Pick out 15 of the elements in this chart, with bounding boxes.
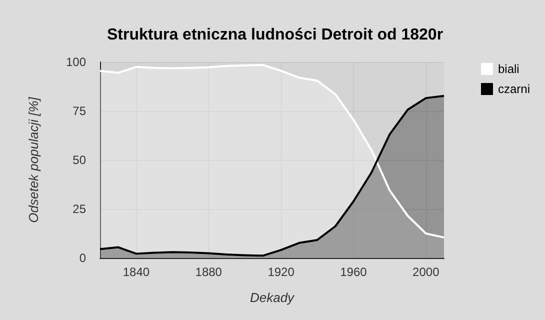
legend-label: czarni (498, 82, 530, 96)
y-tick-label: 75 (72, 104, 86, 118)
y-tick-label: 50 (72, 153, 86, 167)
x-tick-label: 1920 (268, 265, 295, 279)
y-axis-title: Odsetek populacji [%] (26, 96, 41, 223)
y-tick-label: 25 (72, 202, 86, 216)
y-tick-label: 0 (79, 251, 86, 265)
x-tick-label: 1880 (195, 265, 222, 279)
legend-label: biali (498, 62, 520, 76)
y-tick-label: 100 (66, 55, 86, 69)
x-tick-label: 1840 (122, 265, 150, 279)
x-axis-title: Dekady (250, 290, 296, 305)
x-tick-label: 2000 (412, 265, 440, 279)
chart-title: Struktura etniczna ludności Detroit od 1820r (106, 26, 444, 44)
x-tick-label: 1960 (340, 265, 368, 279)
